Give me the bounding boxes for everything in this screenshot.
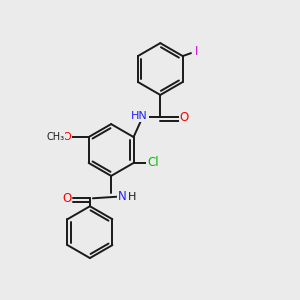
Text: HN: HN — [131, 111, 148, 122]
Text: N: N — [118, 190, 127, 203]
Text: Cl: Cl — [147, 157, 158, 169]
Text: O: O — [62, 192, 72, 205]
Text: I: I — [195, 45, 199, 58]
Text: O: O — [62, 132, 71, 142]
Text: O: O — [180, 110, 189, 124]
Text: H: H — [128, 191, 136, 202]
Text: CH₃: CH₃ — [46, 132, 64, 142]
